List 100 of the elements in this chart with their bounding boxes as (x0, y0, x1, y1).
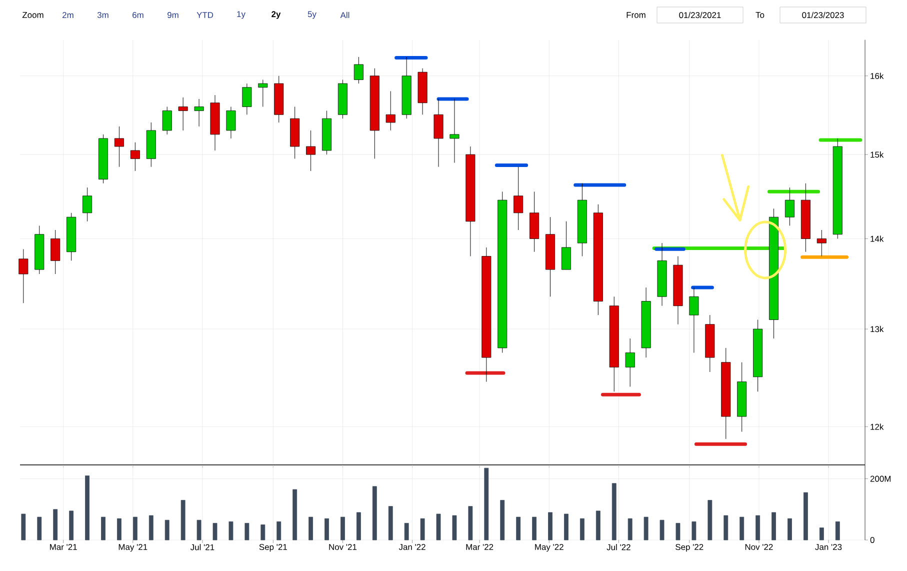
bar (85, 476, 90, 540)
candlestick (226, 106, 236, 139)
bar (132, 516, 138, 540)
x-tick-label: May '21 (118, 544, 148, 552)
bar (819, 528, 824, 540)
bar (628, 518, 632, 540)
bar (484, 468, 489, 540)
bar (101, 516, 106, 540)
text: 1y (237, 11, 246, 19)
candlestick (434, 98, 444, 168)
bar (21, 514, 26, 540)
bar (53, 509, 58, 540)
bar (388, 506, 393, 540)
text: 3m (97, 12, 108, 18)
bar (596, 510, 600, 540)
y-tick-label: 14k (870, 236, 884, 242)
text: 2m (62, 12, 74, 18)
candlestick (242, 83, 252, 115)
bar (772, 512, 776, 540)
candlestick (625, 338, 635, 387)
x-tick-label: Jan '23 (815, 544, 842, 550)
bar (724, 515, 728, 540)
bar (372, 486, 377, 540)
x-tick-label: Jul '22 (606, 544, 630, 550)
text: 01/23/2023 (802, 12, 844, 18)
bar (612, 483, 616, 540)
candlestick (194, 98, 204, 127)
candlestick (306, 130, 316, 172)
bar (436, 514, 441, 540)
bar (260, 524, 266, 540)
bar (548, 512, 552, 540)
bar (580, 518, 584, 540)
x-tick-label: Sep '21 (259, 544, 287, 552)
text: 01/23/2021 (679, 12, 721, 18)
bar (564, 514, 568, 540)
y-tick-label: 12k (870, 424, 884, 430)
candlestick (258, 79, 268, 107)
bar (420, 518, 425, 540)
candlestick (784, 187, 795, 226)
y-tick-label: 15k (870, 151, 884, 158)
bar (404, 522, 409, 540)
bar (532, 516, 537, 540)
bar (740, 516, 744, 540)
candlestick (514, 166, 524, 230)
candlestick (130, 142, 140, 172)
candlestick (561, 221, 571, 270)
bar (756, 515, 760, 540)
y-tick-label: 0 (870, 537, 874, 543)
y-tick-label: 13k (870, 326, 884, 332)
candlestick (386, 90, 396, 131)
bar (644, 516, 648, 540)
bar (196, 520, 202, 540)
bar (117, 518, 122, 540)
x-tick-label: Sep '22 (676, 544, 704, 552)
y-tick-label: 16k (870, 72, 884, 79)
bar (804, 492, 808, 540)
candlestick (82, 187, 92, 222)
bar (788, 518, 792, 540)
x-tick-label: May '22 (535, 544, 564, 552)
bar (308, 516, 313, 540)
x-tick-label: Nov '22 (745, 544, 773, 550)
candlestick (689, 287, 699, 353)
text: From (626, 12, 646, 18)
bar (324, 518, 329, 540)
candlestick (354, 56, 364, 84)
text: 2y (272, 11, 281, 19)
bar (164, 520, 170, 540)
candlestick (816, 230, 826, 256)
candlestick (50, 230, 60, 274)
bar (212, 522, 218, 540)
text: 9m (168, 12, 178, 18)
bar (356, 512, 361, 540)
text: All (340, 12, 350, 18)
bar (292, 489, 298, 540)
bar (37, 516, 42, 540)
x-tick-label: Nov '21 (329, 544, 357, 550)
bar (676, 522, 680, 540)
text: Zoom (22, 12, 44, 18)
x-tick-label: Mar '21 (50, 544, 77, 550)
bar (340, 516, 345, 540)
bar (516, 516, 521, 540)
text: 6m (132, 12, 144, 18)
x-tick-label: Jul '21 (190, 544, 214, 550)
bar (276, 521, 282, 540)
bar (228, 521, 234, 540)
bar (180, 500, 186, 540)
bar (452, 515, 457, 540)
x-tick-label: Jan '22 (398, 544, 426, 550)
bar (692, 521, 696, 540)
bar (708, 500, 712, 540)
bar (660, 520, 664, 540)
candlestick (114, 126, 124, 168)
bar (69, 510, 74, 540)
bar (835, 521, 840, 540)
text: YTD (196, 12, 214, 18)
bar (500, 500, 505, 540)
candlestick (18, 248, 28, 304)
candlestick (162, 106, 172, 135)
x-tick-label: Mar '22 (466, 544, 494, 550)
text: 5y (308, 11, 316, 19)
